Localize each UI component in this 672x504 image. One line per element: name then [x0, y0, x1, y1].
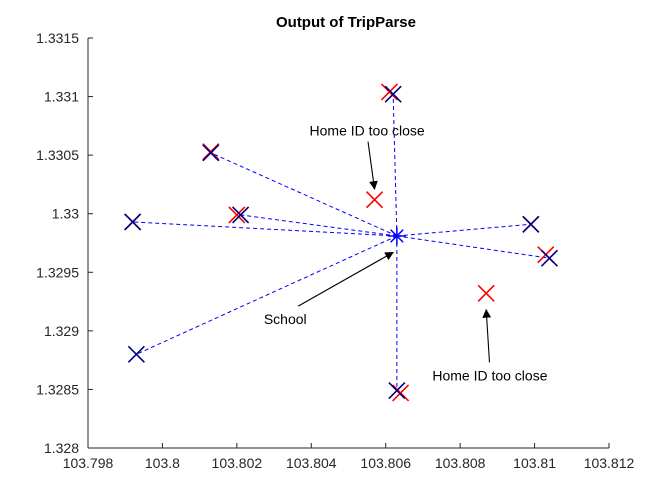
- x-tick-label: 103.798: [63, 455, 114, 471]
- link-line: [240, 214, 397, 237]
- y-tick-label: 1.3295: [36, 264, 79, 280]
- annotation-label: Home ID too close: [310, 123, 425, 139]
- home-marker: [380, 83, 399, 101]
- x-tick-label: 103.808: [435, 455, 486, 471]
- school-marker-stroke: [390, 229, 404, 243]
- chart-title: Output of TripParse: [276, 14, 416, 31]
- home-marker: [392, 384, 410, 402]
- annotation-arrow: [482, 308, 492, 363]
- link-line: [396, 223, 531, 237]
- home-marker: [477, 284, 495, 302]
- assigned-marker: [127, 345, 145, 363]
- link-line: [132, 221, 397, 237]
- annotation-arrow: [367, 141, 378, 190]
- x-tick-label: 103.812: [584, 455, 635, 471]
- school-marker: [387, 226, 406, 245]
- y-tick-label: 1.3285: [36, 381, 79, 397]
- home-marker-stroke: [477, 284, 495, 302]
- link-line: [396, 235, 550, 259]
- link-line: [392, 94, 398, 236]
- assigned-marker-stroke: [232, 206, 250, 224]
- assigned-marker-stroke: [127, 345, 145, 363]
- home-marker-stroke: [392, 384, 410, 402]
- assigned-marker: [124, 213, 142, 231]
- x-tick-label: 103.81: [513, 455, 556, 471]
- annotation-arrow: [297, 251, 394, 307]
- x-tick-label: 103.804: [286, 455, 337, 471]
- assigned-marker: [202, 144, 220, 162]
- annotations: Home ID too close School Home ID too close: [264, 123, 548, 384]
- assigned-marker: [522, 215, 540, 233]
- link-line: [136, 235, 398, 355]
- y-tick-label: 1.331: [44, 89, 79, 105]
- assigned-marker-stroke: [522, 215, 540, 233]
- markers: [124, 83, 559, 402]
- x-tick-label: 103.8: [145, 455, 180, 471]
- y-tick-label: 1.329: [44, 323, 79, 339]
- assigned-marker-stroke: [124, 213, 142, 231]
- home-marker-stroke: [380, 83, 399, 101]
- annotation-label: School: [264, 311, 307, 327]
- assigned-marker-stroke: [384, 85, 402, 103]
- assigned-marker: [384, 85, 402, 103]
- assigned-marker: [388, 382, 406, 400]
- home-marker: [365, 191, 384, 209]
- x-tick-label: 103.802: [212, 455, 263, 471]
- home-marker-stroke: [202, 143, 220, 161]
- link-line: [210, 152, 398, 237]
- home-marker: [228, 206, 246, 224]
- y-tick-label: 1.3315: [36, 30, 79, 46]
- home-marker-stroke: [365, 191, 384, 209]
- assigned-marker: [540, 249, 559, 267]
- axes: 103.798 103.8 103.802 103.804 103.806 103.808…: [36, 30, 634, 471]
- assigned-marker-stroke: [388, 382, 406, 400]
- annotation-label: Home ID too close: [432, 367, 547, 383]
- link-lines: [132, 94, 550, 391]
- home-marker-stroke: [228, 206, 246, 224]
- y-tick-label: 1.33: [52, 206, 79, 222]
- assigned-marker-stroke: [202, 144, 220, 162]
- assigned-marker-stroke: [540, 249, 559, 267]
- home-marker: [202, 143, 220, 161]
- x-tick-label: 103.806: [360, 455, 411, 471]
- assigned-marker: [232, 206, 250, 224]
- y-tick-label: 1.3305: [36, 147, 79, 163]
- y-tick-label: 1.328: [44, 440, 79, 456]
